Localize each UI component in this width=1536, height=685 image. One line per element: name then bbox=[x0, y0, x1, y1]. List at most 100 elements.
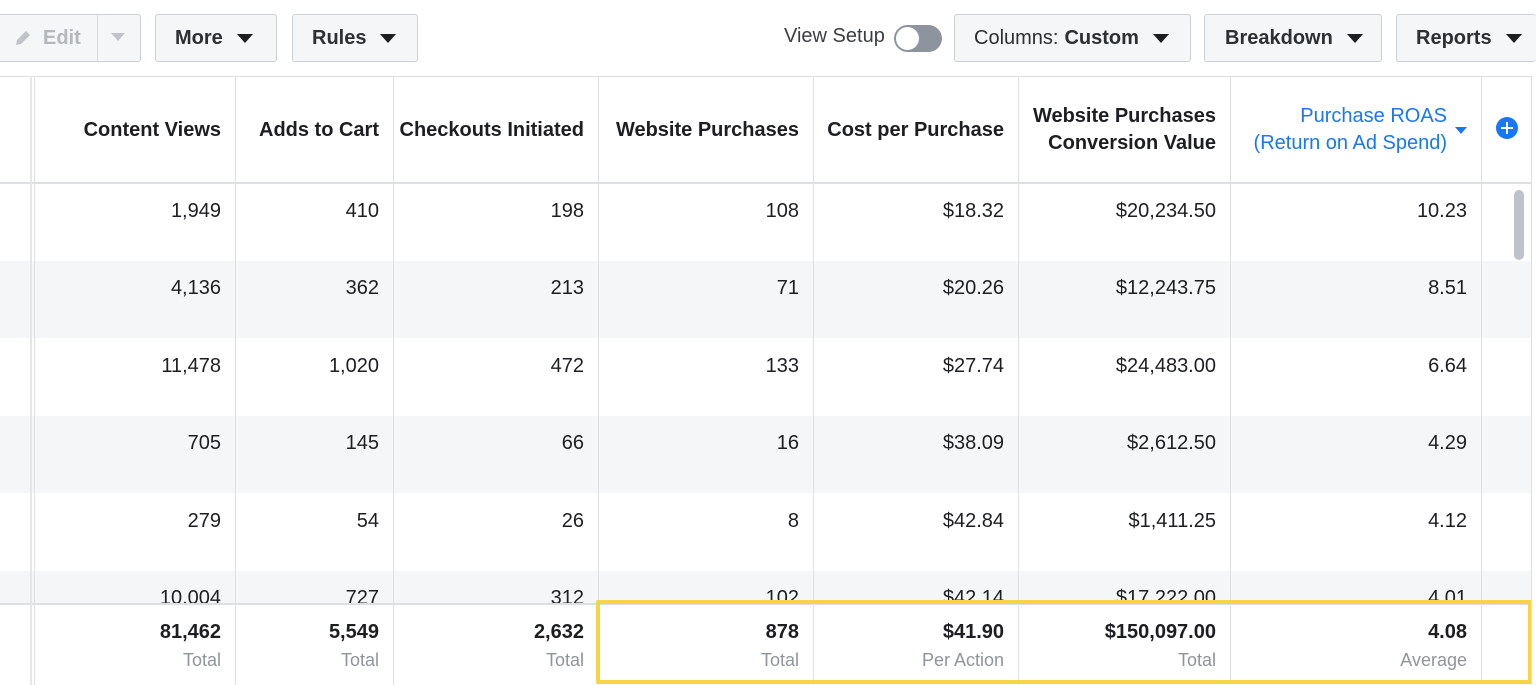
toolbar: Edit More Rules View Setup Columns: Cust… bbox=[0, 0, 1536, 76]
column-divider bbox=[235, 76, 236, 685]
table-right-edge bbox=[1531, 76, 1536, 685]
total-value: $41.90 bbox=[942, 621, 1004, 643]
table-cell: 8 bbox=[787, 509, 799, 532]
vertical-scrollbar[interactable] bbox=[1514, 190, 1524, 260]
view-setup-toggle[interactable] bbox=[894, 25, 942, 52]
column-divider bbox=[1230, 76, 1231, 685]
table-cell: $17,222.00 bbox=[1115, 586, 1216, 604]
total-label: Total bbox=[545, 650, 584, 670]
table-cell: $38.09 bbox=[942, 431, 1004, 454]
edit-dropdown-icon[interactable] bbox=[111, 33, 125, 41]
column-header-line: Website Purchases bbox=[615, 118, 799, 141]
total-label: Per Action bbox=[921, 650, 1004, 670]
table-cell: 472 bbox=[550, 354, 584, 377]
table-cell: 312 bbox=[550, 586, 584, 604]
table-cell: $18.32 bbox=[942, 199, 1004, 222]
table-cell: 54 bbox=[356, 509, 379, 532]
column-header[interactable]: Website Purchases bbox=[598, 77, 813, 183]
rules-button[interactable]: Rules bbox=[292, 14, 418, 62]
column-header-line: (Return on Ad Spend) bbox=[1253, 132, 1447, 154]
total-cell: 4.08 Average bbox=[1230, 605, 1481, 685]
add-column-icon[interactable] bbox=[1496, 117, 1518, 139]
total-value: 4.08 bbox=[1428, 621, 1467, 643]
table-row[interactable]: 279 54 26 8 $42.84 $1,411.25 4.12 bbox=[0, 494, 1536, 571]
table-cell: 410 bbox=[345, 199, 379, 222]
totals-highlight bbox=[596, 600, 1532, 684]
table-cell: 10,004 bbox=[159, 586, 221, 604]
sort-descending-icon[interactable] bbox=[1455, 126, 1467, 134]
columns-value: Custom bbox=[1064, 26, 1139, 49]
column-header[interactable]: Adds to Cart bbox=[235, 77, 393, 183]
total-label: Total bbox=[1177, 650, 1216, 670]
column-header-line: Conversion Value bbox=[1048, 132, 1216, 154]
table-cell: 279 bbox=[187, 509, 221, 532]
table-row[interactable]: 11,478 1,020 472 133 $27.74 $24,483.00 6.64 bbox=[0, 339, 1536, 416]
table-cell: $12,243.75 bbox=[1115, 276, 1216, 299]
column-header-label: Website Purchases bbox=[616, 117, 799, 144]
total-cell: 81,462 Total bbox=[34, 605, 235, 685]
column-header[interactable]: Purchase ROAS (Return on Ad Spend) bbox=[1230, 77, 1481, 183]
table-body: 1,949 410 198 108 $18.32 $20,234.50 10.23 4,136… bbox=[0, 184, 1536, 603]
column-header[interactable]: Cost per Purchase bbox=[813, 77, 1018, 183]
total-cell: 5,549 Total bbox=[235, 605, 393, 685]
reports-button[interactable]: Reports bbox=[1396, 14, 1536, 62]
table-cell: $24,483.00 bbox=[1115, 354, 1216, 377]
more-button[interactable]: More bbox=[155, 14, 277, 62]
table-cell: 133 bbox=[765, 354, 799, 377]
table-cell: $1,411.25 bbox=[1128, 509, 1217, 532]
table-cell: 1,949 bbox=[170, 199, 221, 222]
table-cell: 16 bbox=[776, 431, 799, 454]
total-value: 878 bbox=[765, 621, 799, 643]
column-divider bbox=[813, 76, 814, 685]
edit-button[interactable]: Edit bbox=[0, 14, 141, 62]
total-label: Total bbox=[340, 650, 379, 670]
column-header[interactable]: Checkouts Initiated bbox=[393, 77, 598, 183]
table-row[interactable]: 1,949 410 198 108 $18.32 $20,234.50 10.23 bbox=[0, 184, 1536, 261]
total-label: Total bbox=[760, 650, 799, 670]
table-cell: 4.29 bbox=[1428, 431, 1467, 454]
total-label: Total bbox=[182, 650, 221, 670]
columns-button[interactable]: Columns: Custom bbox=[954, 14, 1191, 62]
column-header-label: Content Views bbox=[84, 117, 221, 144]
column-divider bbox=[598, 76, 599, 685]
table-cell: 108 bbox=[765, 199, 799, 222]
column-header[interactable]: Website Purchases Conversion Value bbox=[1018, 77, 1230, 183]
column-divider bbox=[393, 76, 394, 685]
breakdown-label: Breakdown bbox=[1225, 26, 1333, 49]
table-footer-totals: 81,462 Total 5,549 Total 2,632 Total 878 Total $… bbox=[0, 603, 1536, 685]
total-label: Average bbox=[1400, 650, 1467, 670]
column-header-label: Cost per Purchase bbox=[827, 117, 1004, 144]
table-row[interactable]: 10,004 727 312 102 $42.14 $17,222.00 4.01 bbox=[0, 571, 1536, 603]
table-cell: 4.01 bbox=[1428, 586, 1467, 604]
table-cell: $42.84 bbox=[942, 509, 1004, 532]
total-value: $150,097.00 bbox=[1104, 621, 1216, 643]
data-table: 1,949 410 198 108 $18.32 $20,234.50 10.23 4,136… bbox=[0, 76, 1536, 685]
table-cell: 213 bbox=[550, 276, 584, 299]
column-header-label: Checkouts Initiated bbox=[400, 117, 584, 144]
total-cell: 878 Total bbox=[598, 605, 813, 685]
table-row[interactable]: 705 145 66 16 $38.09 $2,612.50 4.29 bbox=[0, 416, 1536, 493]
toggle-knob bbox=[896, 27, 919, 50]
columns-label: Columns: bbox=[974, 26, 1059, 49]
table-cell: 8.51 bbox=[1428, 276, 1467, 299]
breakdown-button[interactable]: Breakdown bbox=[1204, 14, 1382, 62]
column-header[interactable]: Content Views bbox=[34, 77, 235, 183]
column-divider bbox=[34, 76, 35, 685]
reports-label: Reports bbox=[1416, 26, 1492, 49]
total-value: 81,462 bbox=[159, 621, 221, 643]
table-cell: 11,478 bbox=[161, 354, 221, 377]
chevron-down-icon bbox=[1505, 33, 1522, 43]
table-cell: 26 bbox=[561, 509, 584, 532]
table-cell: 10.23 bbox=[1416, 199, 1467, 222]
table-cell: $20.26 bbox=[942, 276, 1004, 299]
table-cell: $2,612.50 bbox=[1127, 431, 1216, 454]
more-label: More bbox=[175, 26, 223, 49]
table-cell: 1,020 bbox=[328, 354, 379, 377]
table-cell: $42.14 bbox=[942, 586, 1004, 604]
column-divider bbox=[1018, 76, 1019, 685]
view-setup-label: View Setup bbox=[784, 25, 885, 47]
table-row[interactable]: 4,136 362 213 71 $20.26 $12,243.75 8.51 bbox=[0, 261, 1536, 338]
rules-label: Rules bbox=[312, 26, 367, 49]
total-value: 5,549 bbox=[328, 621, 379, 643]
column-header-line: Website Purchases bbox=[1032, 105, 1216, 127]
